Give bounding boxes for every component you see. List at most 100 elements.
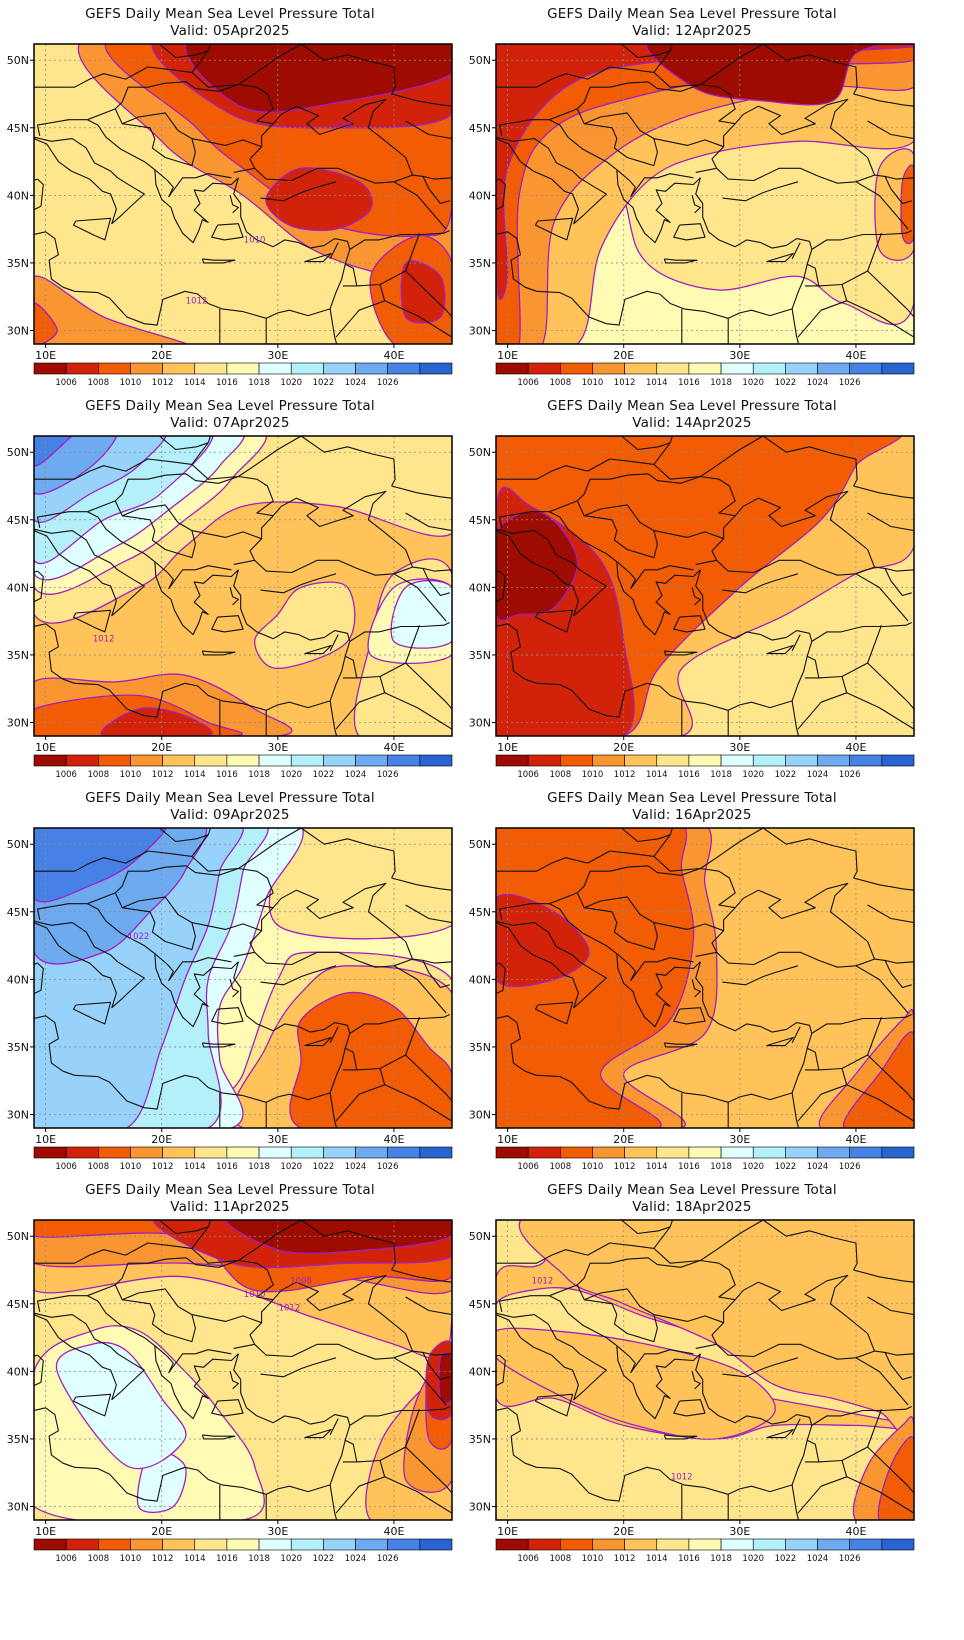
coastline (762, 1220, 858, 1271)
coastline (159, 1220, 209, 1235)
coastline (191, 1247, 239, 1264)
lat-tick-label: 40N (7, 1365, 29, 1378)
coastline (233, 490, 414, 568)
colorbar-swatch (290, 1538, 324, 1551)
coastline (36, 511, 88, 529)
colorbar-swatch (258, 362, 292, 375)
coastline (583, 504, 655, 532)
map-frame (495, 43, 915, 345)
panel-title: GEFS Daily Mean Sea Level Pressure Total (547, 6, 837, 22)
colorbar-swatch (881, 1538, 915, 1551)
contour-label: 1012 (93, 634, 115, 644)
panel-title: GEFS Daily Mean Sea Level Pressure Total (85, 6, 375, 22)
lat-tick-label: 35N (469, 649, 491, 662)
map-panel: GEFS Daily Mean Sea Level Pressure Total… (462, 0, 922, 390)
lon-tick-label: 30E (267, 741, 288, 754)
colorbar-swatch (785, 1146, 818, 1159)
colorbar-swatch (419, 1538, 453, 1551)
coastline (329, 1092, 336, 1122)
coastline (695, 882, 876, 960)
contour-label: 1010 (244, 1290, 266, 1300)
colorbar-swatch (688, 754, 722, 767)
coastline (159, 828, 209, 843)
coastline (229, 1371, 239, 1390)
coastline (329, 308, 336, 338)
coastline (412, 566, 424, 569)
colorbar-label: 1008 (87, 378, 109, 388)
colorbar-label: 1018 (710, 1162, 732, 1172)
colorbar-swatch (130, 362, 163, 375)
coastline (867, 904, 914, 924)
colorbar-swatch (688, 362, 722, 375)
lat-tick-label: 45N (7, 514, 29, 527)
colorbar-label: 1020 (742, 1554, 764, 1564)
colorbar-label: 1012 (152, 1162, 174, 1172)
pressure-contour (34, 828, 167, 903)
coastline (576, 1284, 724, 1343)
colorbar-swatch (162, 362, 196, 375)
lon-tick-label: 20E (151, 1525, 172, 1538)
coastline (384, 1476, 452, 1514)
colorbar-label: 1012 (614, 770, 636, 780)
coastline (653, 71, 701, 88)
colorbar-swatch (355, 1538, 388, 1551)
coastline (34, 828, 212, 872)
map-frame (33, 827, 453, 1129)
lat-tick-label: 45N (469, 514, 491, 527)
coastline (211, 615, 244, 633)
lat-tick-label: 50N (7, 54, 29, 67)
coastline (846, 692, 914, 730)
lat-tick-label: 40N (469, 581, 491, 594)
coastline (874, 174, 886, 177)
colorbar-swatch (527, 1538, 561, 1551)
colorbar-swatch (688, 1538, 722, 1551)
coastline (496, 436, 674, 480)
coastline (229, 587, 239, 606)
colorbar-label: 1014 (646, 378, 668, 388)
coastline (797, 676, 848, 730)
coastline (498, 511, 550, 529)
coastline (496, 136, 607, 225)
coastline (884, 959, 914, 989)
colorbar-label: 1016 (216, 770, 238, 780)
colorbar-swatch (419, 1146, 453, 1159)
coastline (405, 1446, 452, 1494)
coastline (191, 463, 239, 480)
lon-tick-label: 40E (383, 1525, 404, 1538)
coastline (791, 1026, 801, 1044)
coastline (867, 120, 914, 140)
coastline (34, 136, 145, 225)
coastline (716, 951, 875, 968)
contour-label: 1008 (331, 121, 353, 131)
coastline (159, 436, 209, 451)
lon-tick-label: 40E (845, 1133, 866, 1146)
colorbar-label: 1024 (807, 770, 829, 780)
lon-tick-label: 20E (151, 741, 172, 754)
coastline (673, 223, 706, 241)
lat-tick-label: 45N (469, 122, 491, 135)
coastline (87, 81, 274, 125)
coastline (791, 1418, 801, 1436)
coastline (335, 1460, 386, 1514)
coastline (356, 233, 421, 287)
colorbar-swatch (560, 362, 593, 375)
lon-tick-label: 10E (35, 349, 56, 362)
colorbar-label: 1026 (839, 1554, 861, 1564)
lon-tick-label: 10E (497, 1133, 518, 1146)
coastline (405, 1054, 452, 1102)
colorbar-label: 1014 (646, 1554, 668, 1564)
lat-tick-label: 45N (7, 1298, 29, 1311)
colorbar-swatch (752, 754, 786, 767)
colorbar-label: 1012 (152, 378, 174, 388)
coastline (36, 903, 88, 921)
coastline (349, 622, 450, 642)
colorbar-label: 1010 (582, 378, 604, 388)
colorbar-label: 1020 (742, 1162, 764, 1172)
coastline (616, 561, 694, 590)
coastline (201, 650, 236, 656)
map-frame (33, 43, 453, 345)
coastline (349, 1014, 450, 1034)
contour-label: 1008 (290, 1277, 312, 1287)
colorbar-swatch (258, 1538, 292, 1551)
